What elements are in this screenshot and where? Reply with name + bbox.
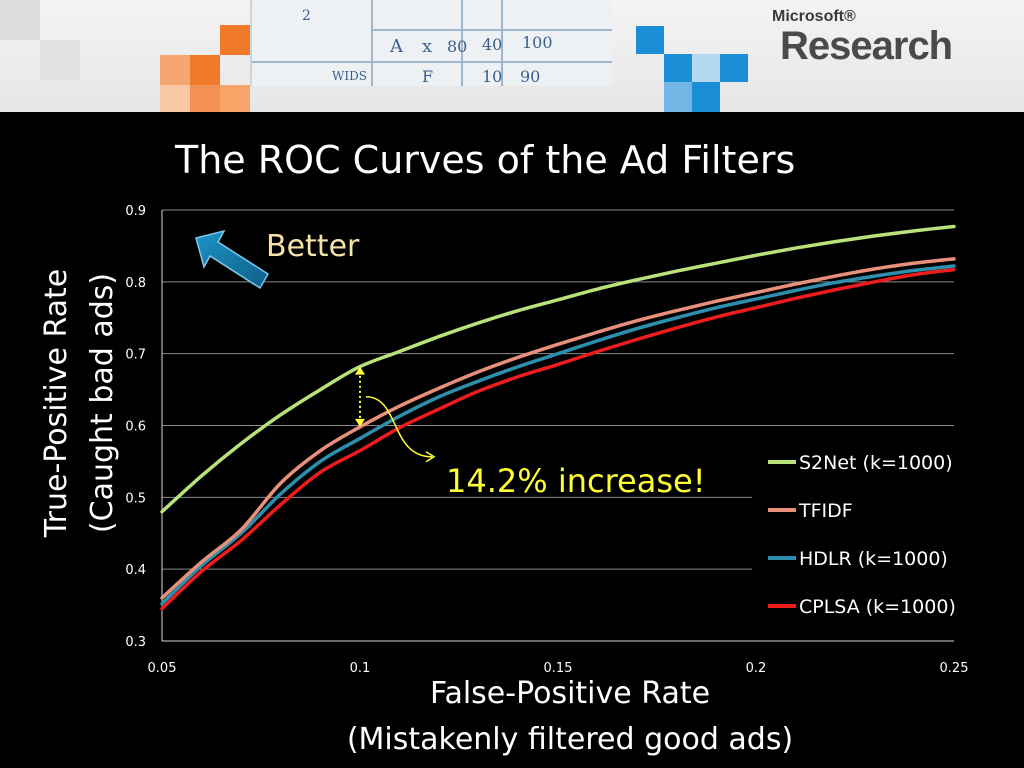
y-axis-ticks: 0.3 0.4 0.5 0.6 0.7 0.8 0.9	[125, 204, 146, 650]
banner-tile-blue	[692, 54, 720, 82]
banner-tile-orange	[190, 55, 220, 85]
banner-tile-orange	[160, 55, 190, 85]
increase-arrowhead	[355, 418, 365, 427]
y-tick-label: 0.6	[125, 420, 146, 435]
whiteboard-text: F	[422, 67, 433, 86]
x-tick-label: 0.1	[350, 661, 371, 676]
y-tick-label: 0.5	[125, 491, 146, 506]
legend-label: HDLR (k=1000)	[799, 548, 948, 570]
whiteboard-text: x	[422, 36, 432, 57]
whiteboard-text: 40	[482, 35, 502, 54]
series-line-tfidf	[160, 257, 956, 600]
brand-logo-main: Research	[780, 24, 953, 68]
y-axis-title: True-Positive Rate	[39, 269, 74, 539]
whiteboard-text: 2	[302, 8, 311, 24]
x-tick-label: 0.15	[544, 661, 573, 676]
series-line-hdlr	[160, 264, 956, 606]
banner-tile-orange	[220, 85, 250, 112]
better-arrow-icon	[195, 229, 270, 290]
x-axis-subtitle: (Mistakenly filtered good ads)	[347, 722, 793, 757]
whiteboard-text: A	[389, 36, 404, 57]
slide-title: The ROC Curves of the Ad Filters	[175, 138, 796, 182]
banner-tile-grey	[0, 0, 40, 40]
banner-tile-grey	[40, 40, 80, 80]
x-axis-title: False-Positive Rate	[430, 676, 710, 711]
series-line-s2net	[160, 224, 956, 514]
whiteboard-text: 10	[482, 67, 502, 86]
legend-background	[752, 440, 972, 630]
y-axis-subtitle: (Caught bad ads)	[85, 273, 120, 533]
y-tick-label: 0.4	[125, 563, 146, 578]
y-tick-label: 0.7	[125, 348, 146, 363]
increase-arrowhead	[355, 366, 365, 375]
legend-label: S2Net (k=1000)	[799, 452, 953, 474]
better-label: Better	[266, 229, 360, 264]
y-tick-label: 0.9	[125, 204, 146, 219]
series-lines	[160, 224, 956, 611]
series-line-cplsa	[160, 267, 956, 611]
whiteboard-text: 80	[447, 37, 467, 56]
increase-callout-arrowhead	[425, 451, 436, 463]
whiteboard-text: 90	[520, 67, 540, 86]
legend-label: CPLSA (k=1000)	[799, 596, 956, 618]
x-axis-ticks: 0.05 0.1 0.15 0.2 0.25	[148, 661, 969, 676]
gridlines	[161, 209, 954, 642]
banner-tile-orange	[220, 25, 250, 55]
y-tick-label: 0.8	[125, 276, 146, 291]
banner-tile-orange	[160, 85, 190, 112]
increase-annotation	[355, 366, 436, 463]
banner-tile-blue	[720, 54, 748, 82]
legend: S2Net (k=1000) TFIDF HDLR (k=1000) CPLSA (k…	[768, 452, 956, 618]
increase-callout-line	[365, 396, 433, 458]
header-banner: A x 80 40 100 WIDS F 10 90 2 Microsoft® …	[0, 0, 1024, 112]
brand-logo-top: Microsoft®	[772, 8, 856, 25]
banner-tile-blue	[636, 26, 664, 54]
whiteboard-photo: A x 80 40 100 WIDS F 10 90 2	[250, 0, 612, 86]
whiteboard-text: 100	[522, 33, 553, 52]
x-tick-label: 0.05	[148, 661, 177, 676]
banner-tile-blue	[692, 82, 720, 112]
brand-logo: Microsoft® Research	[772, 8, 1012, 78]
increase-label: 14.2% increase!	[446, 462, 706, 500]
banner-tile-blue	[664, 82, 692, 112]
legend-label: TFIDF	[798, 500, 853, 522]
banner-tile-orange	[190, 85, 220, 112]
x-tick-label: 0.25	[940, 661, 969, 676]
x-tick-label: 0.2	[746, 661, 767, 676]
y-tick-label: 0.3	[125, 635, 146, 650]
banner-tile-blue	[664, 54, 692, 82]
whiteboard-text: WIDS	[332, 69, 367, 83]
whiteboard-drawing: A x 80 40 100 WIDS F 10 90 2	[252, 0, 612, 86]
